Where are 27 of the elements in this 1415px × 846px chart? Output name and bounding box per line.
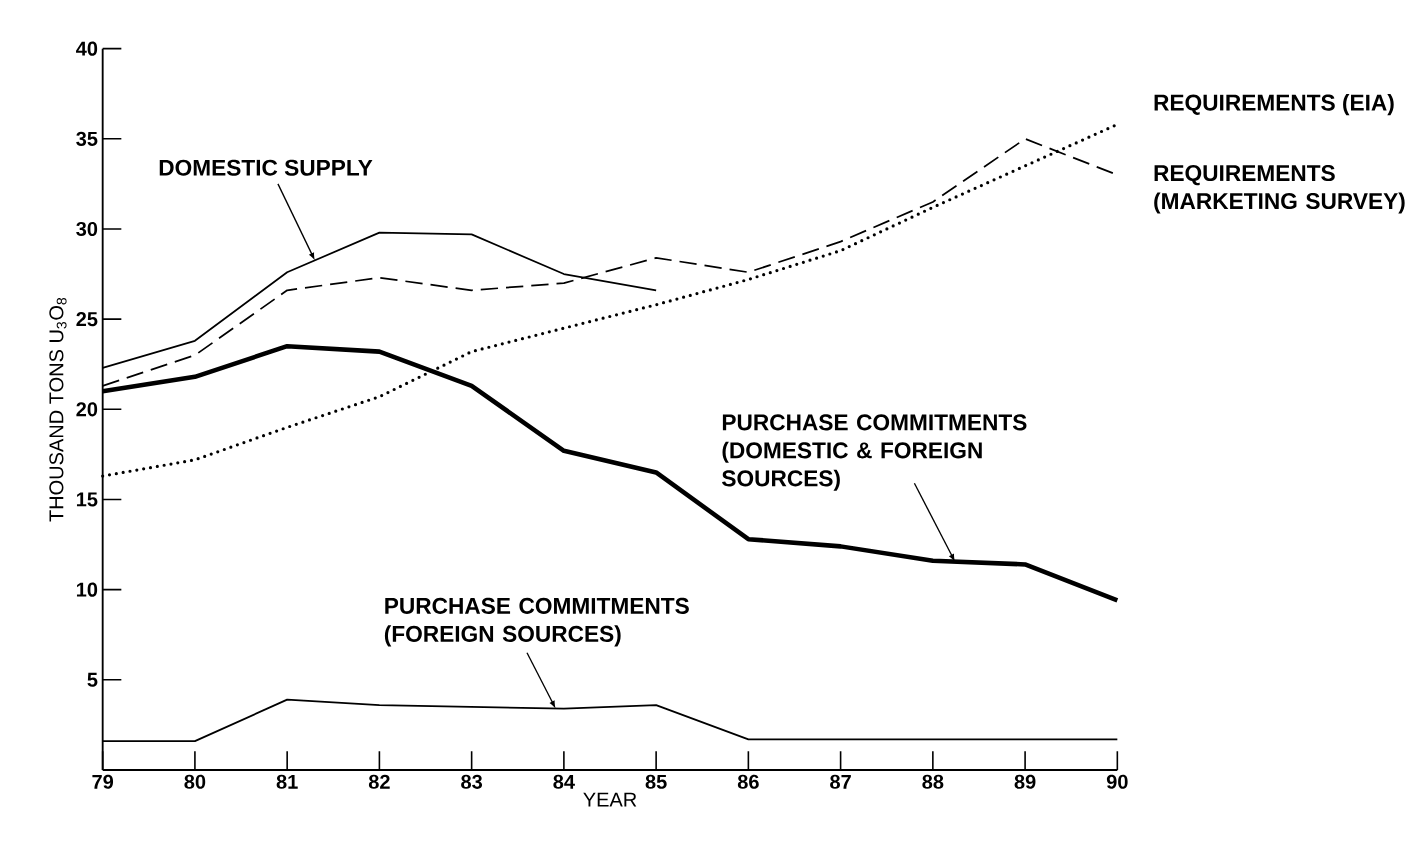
- x-tick-label: 84: [553, 774, 575, 789]
- x-axis-title: YEAR: [583, 792, 637, 807]
- y-tick-label: 25: [76, 312, 98, 327]
- y-tick-label: 5: [87, 672, 98, 687]
- x-tick-label: 87: [830, 774, 851, 789]
- series-label: REQUIREMENTS (EIA): [1154, 94, 1394, 116]
- x-tick-label: 80: [184, 774, 206, 789]
- text: PURCHASE COMMITMENTS (FOREIGN SOURCES): [384, 597, 689, 647]
- text: DOMESTIC SUPPLY: [159, 159, 373, 176]
- x-tick-label: 89: [1014, 774, 1036, 789]
- x-tick-label: 85: [645, 774, 667, 789]
- y-tick-label: 35: [76, 131, 98, 146]
- x-tick-label: 79: [92, 774, 114, 789]
- series-label: REQUIREMENTS (MARKETING SURVEY): [1154, 165, 1405, 214]
- y-tick-label: 15: [76, 492, 98, 507]
- x-tick-label: 81: [276, 774, 298, 789]
- x-tick-label: 86: [737, 774, 759, 789]
- y-tick-label: 20: [76, 402, 98, 417]
- y-tick-label: 10: [76, 582, 98, 597]
- y-tick-label: 40: [76, 41, 98, 56]
- x-tick-label: 82: [368, 774, 390, 789]
- y-tick-label: 30: [76, 221, 98, 237]
- x-tick-label: 83: [461, 774, 483, 789]
- series-label: PURCHASE COMMITMENTS (DOMESTIC & FOREIGN SOURCES): [722, 414, 1027, 491]
- x-tick-label: 88: [922, 774, 944, 789]
- x-tick-label: 90: [1106, 774, 1128, 789]
- y-axis-title: THOUSAND TONS U$_{3}$O$_{8}$: [49, 297, 67, 522]
